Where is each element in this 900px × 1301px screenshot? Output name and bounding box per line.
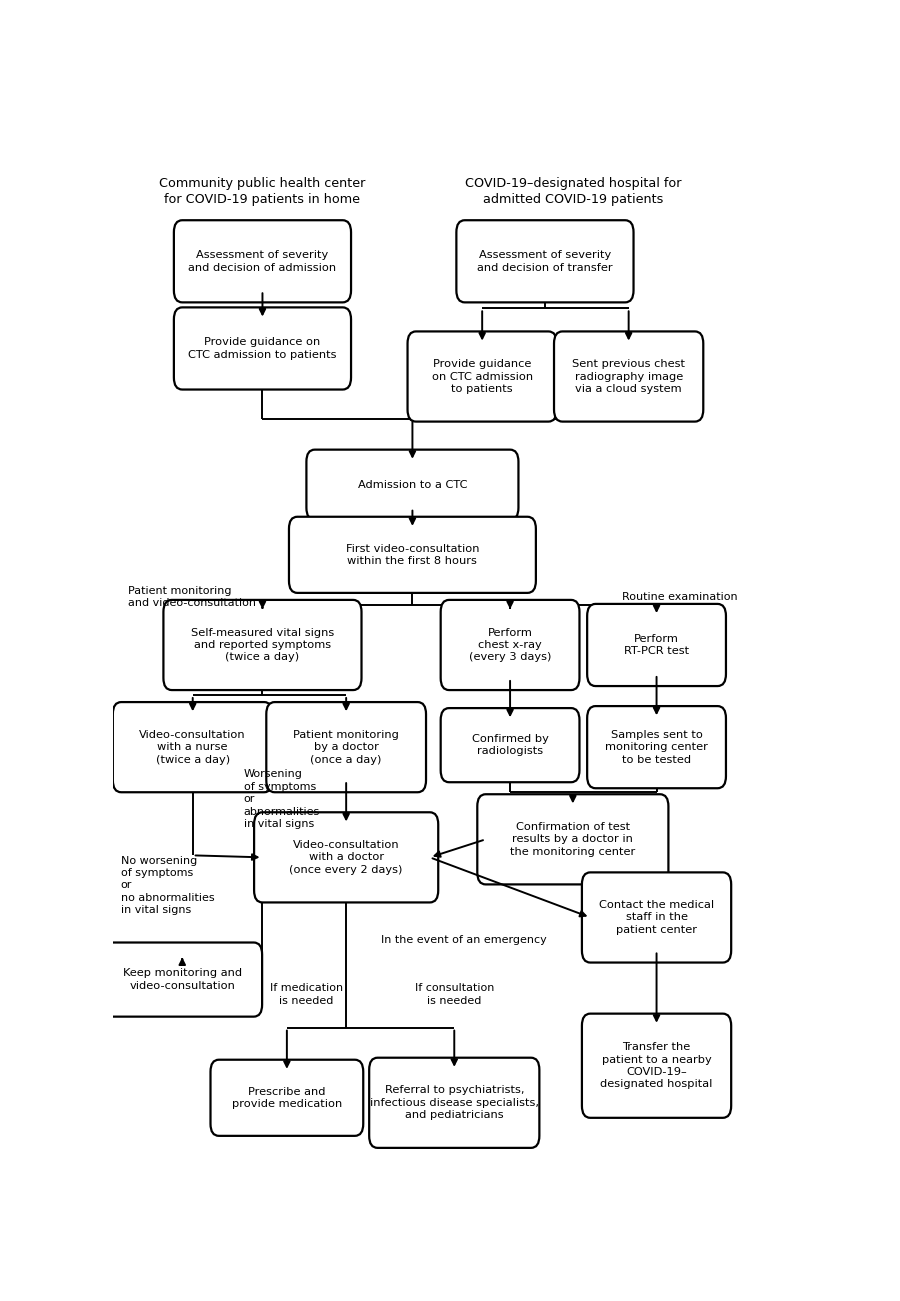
FancyBboxPatch shape [289,516,536,593]
Text: Perform
chest x-ray
(every 3 days): Perform chest x-ray (every 3 days) [469,627,552,662]
FancyBboxPatch shape [582,1013,731,1118]
Text: Routine examination: Routine examination [622,592,737,602]
Text: Patient monitoring
and video-consultation: Patient monitoring and video-consultatio… [128,585,256,608]
FancyBboxPatch shape [254,812,438,903]
FancyBboxPatch shape [211,1060,364,1136]
FancyBboxPatch shape [456,220,634,302]
Text: Assessment of severity
and decision of transfer: Assessment of severity and decision of t… [477,250,613,272]
Text: Self-measured vital signs
and reported symptoms
(twice a day): Self-measured vital signs and reported s… [191,627,334,662]
FancyBboxPatch shape [306,450,518,520]
Text: Keep monitoring and
video-consultation: Keep monitoring and video-consultation [122,968,242,991]
Text: If consultation
is needed: If consultation is needed [415,984,494,1006]
Text: No worsening
of symptoms
or
no abnormalities
in vital signs: No worsening of symptoms or no abnormali… [121,856,214,915]
Text: Samples sent to
monitoring center
to be tested: Samples sent to monitoring center to be … [605,730,708,765]
Text: First video-consultation
within the first 8 hours: First video-consultation within the firs… [346,544,479,566]
Text: Video-consultation
with a nurse
(twice a day): Video-consultation with a nurse (twice a… [140,730,246,765]
FancyBboxPatch shape [164,600,362,690]
FancyBboxPatch shape [587,706,726,788]
Text: Provide guidance on
CTC admission to patients: Provide guidance on CTC admission to pat… [188,337,337,359]
FancyBboxPatch shape [174,220,351,302]
FancyBboxPatch shape [112,703,273,792]
FancyBboxPatch shape [441,708,580,782]
Text: Confirmation of test
results by a doctor in
the monitoring center: Confirmation of test results by a doctor… [510,822,635,857]
Text: Prescribe and
provide medication: Prescribe and provide medication [232,1086,342,1108]
Text: Assessment of severity
and decision of admission: Assessment of severity and decision of a… [188,250,337,272]
Text: If medication
is needed: If medication is needed [270,984,343,1006]
Text: Sent previous chest
radiography image
via a cloud system: Sent previous chest radiography image vi… [572,359,685,394]
FancyBboxPatch shape [369,1058,539,1147]
FancyBboxPatch shape [587,604,726,686]
FancyBboxPatch shape [441,600,580,690]
Text: Contact the medical
staff in the
patient center: Contact the medical staff in the patient… [599,900,714,935]
Text: Transfer the
patient to a nearby
COVID-19–
designated hospital: Transfer the patient to a nearby COVID-1… [600,1042,713,1089]
FancyBboxPatch shape [477,794,669,885]
Text: Video-consultation
with a doctor
(once every 2 days): Video-consultation with a doctor (once e… [290,840,403,874]
Text: Admission to a CTC: Admission to a CTC [357,480,467,489]
Text: Perform
RT-PCR test: Perform RT-PCR test [624,634,689,656]
Text: Provide guidance
on CTC admission
to patients: Provide guidance on CTC admission to pat… [432,359,533,394]
FancyBboxPatch shape [582,873,731,963]
Text: Community public health center
for COVID-19 patients in home: Community public health center for COVID… [159,177,365,206]
Text: Confirmed by
radiologists: Confirmed by radiologists [472,734,548,756]
FancyBboxPatch shape [103,942,262,1016]
FancyBboxPatch shape [408,332,557,422]
Text: Patient monitoring
by a doctor
(once a day): Patient monitoring by a doctor (once a d… [293,730,399,765]
Text: COVID-19–designated hospital for
admitted COVID-19 patients: COVID-19–designated hospital for admitte… [464,177,681,206]
FancyBboxPatch shape [174,307,351,389]
Text: Referral to psychiatrists,
infectious disease specialists,
and pediatricians: Referral to psychiatrists, infectious di… [370,1085,539,1120]
FancyBboxPatch shape [266,703,426,792]
FancyBboxPatch shape [554,332,703,422]
Text: Worsening
of symptoms
or
abnormalities
in vital signs: Worsening of symptoms or abnormalities i… [244,769,320,829]
Text: In the event of an emergency: In the event of an emergency [381,934,547,945]
